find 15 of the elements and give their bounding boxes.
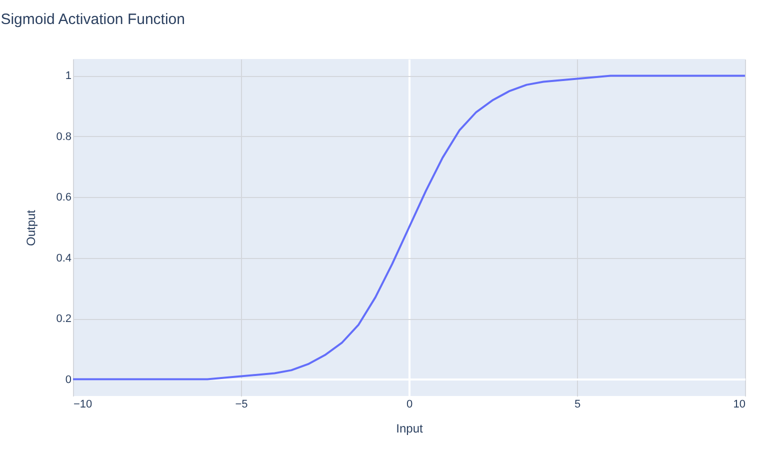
x-tick-label: −5: [235, 398, 248, 410]
x-tick-label: 5: [574, 398, 581, 410]
y-tick-label: 0.4: [56, 252, 72, 264]
y-tick-label: 1: [65, 70, 72, 82]
x-axis-title: Input: [396, 422, 424, 436]
y-tick-label: 0.8: [56, 130, 72, 143]
x-tick-label: −10: [74, 398, 92, 410]
chart-title: Sigmoid Activation Function: [0, 11, 185, 28]
x-tick-label: 10: [733, 398, 746, 410]
line-series: [72, 74, 746, 380]
y-tick-label: 0.2: [56, 313, 72, 326]
x-tick-label: 0: [406, 398, 413, 410]
y-tick-label: 0.6: [56, 192, 72, 204]
y-axis-title: Output: [24, 209, 38, 246]
y-tick-label: 0: [65, 374, 72, 386]
